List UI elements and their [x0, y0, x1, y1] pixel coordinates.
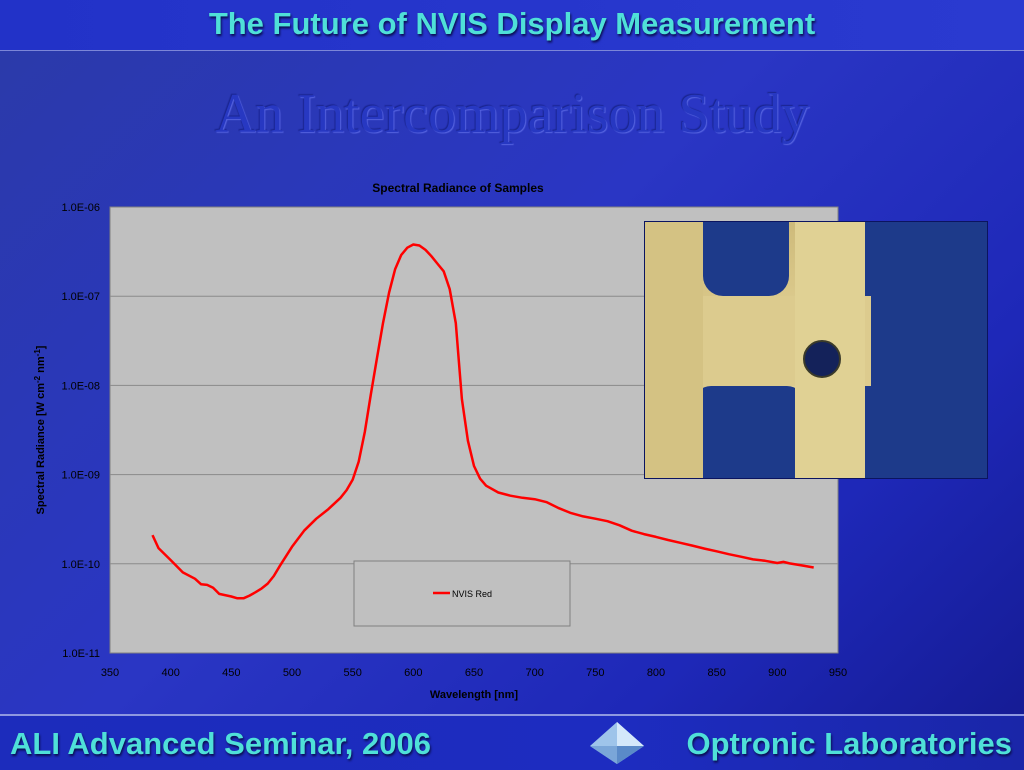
y-tick-label: 1.0E-08: [61, 380, 100, 392]
y-tick-label: 1.0E-09: [61, 470, 100, 482]
slide-subtitle: An Intercomparison Study: [214, 83, 810, 145]
y-tick-label: 1.0E-10: [61, 559, 100, 571]
photo-dark-region-bottom-left: [693, 386, 805, 478]
y-tick-label: 1.0E-11: [62, 648, 100, 660]
legend-box: [353, 560, 571, 627]
x-tick-label: 750: [586, 667, 604, 679]
photo-left-bar: [645, 222, 703, 478]
y-tick-label: 1.0E-07: [61, 291, 100, 303]
y-tick-label: 1.0E-06: [61, 202, 100, 214]
chart-title: Spectral Radiance of Samples: [372, 181, 544, 195]
header-band: [0, 0, 1024, 51]
footer-seminar-name: ALI Advanced Seminar, 2006: [10, 726, 431, 761]
x-tick-label: 800: [647, 667, 665, 679]
optronic-pyramid-logo-icon: [590, 722, 644, 764]
x-tick-label: 400: [161, 667, 179, 679]
photo-aperture-circle: [803, 340, 841, 378]
y-tick-labels: 1.0E-11 1.0E-10 1.0E-09 1.0E-08 1.0E-07 1.0E-…: [61, 202, 100, 660]
legend-label-nvis-red: NVIS Red: [452, 589, 492, 599]
series-layer: [151, 243, 814, 600]
x-tick-label: 850: [707, 667, 725, 679]
slide-title: The Future of NVIS Display Measurement: [208, 6, 816, 41]
x-tick-labels: 350 400 450 500 550 600 650 700 750 800 850 900 950: [101, 667, 847, 679]
x-tick-label: 450: [222, 667, 240, 679]
x-axis-label: Wavelength [nm]: [430, 689, 519, 701]
x-tick-label: 600: [404, 667, 422, 679]
photo-dark-region-top-right: [863, 222, 987, 478]
x-tick-label: 550: [343, 667, 361, 679]
x-tick-label: 950: [829, 667, 847, 679]
footer-company-name: Optronic Laboratories: [686, 726, 1012, 761]
y-axis-label: Spectral Radiance [W cm-2 nm-1]: [33, 345, 47, 514]
x-tick-label: 650: [465, 667, 483, 679]
x-tick-label: 900: [768, 667, 786, 679]
series-line-nvis-red: [151, 243, 814, 600]
sample-photo: [645, 222, 987, 478]
legend: NVIS Red: [353, 560, 571, 627]
x-tick-label: 500: [283, 667, 301, 679]
x-tick-label: 700: [525, 667, 543, 679]
footer-band: [0, 714, 1024, 770]
x-tick-label: 350: [101, 667, 119, 679]
photo-dark-region-top-left: [703, 222, 789, 296]
